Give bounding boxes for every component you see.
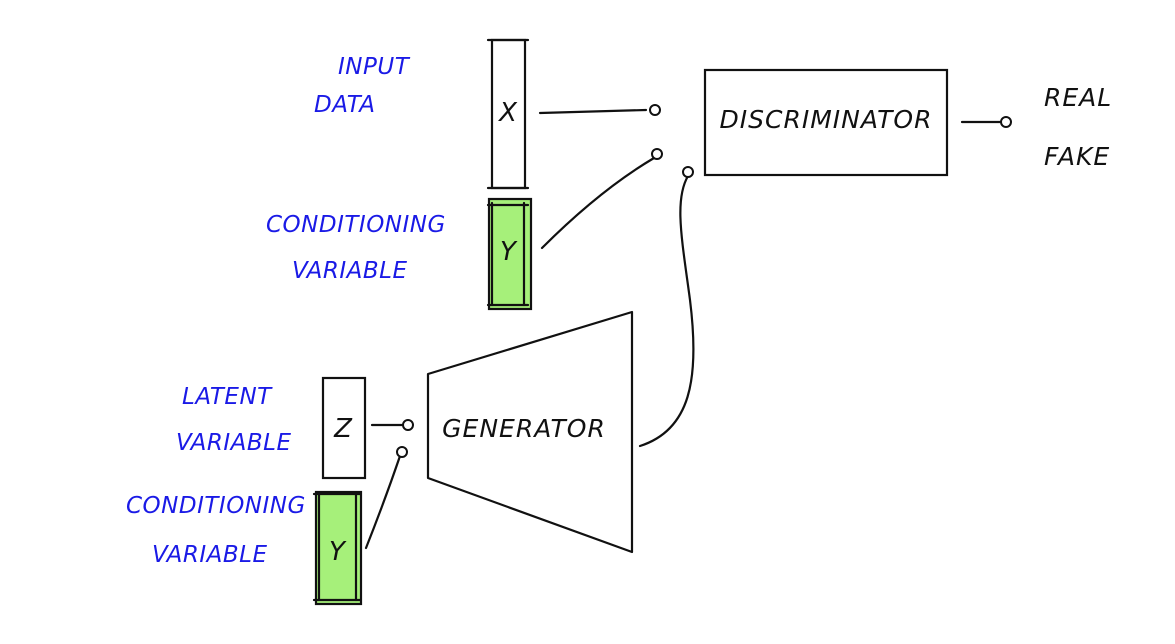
arrow-z-to-generator <box>370 419 414 431</box>
conditioning-variable-top-label-line1: CONDITIONING <box>266 212 446 238</box>
y-bottom-fill <box>314 490 363 606</box>
conditioning-variable-top-label-line2: VARIABLE <box>292 258 408 284</box>
z-symbol: Z <box>333 414 353 444</box>
output-real-label: REAL <box>1044 83 1112 112</box>
arrowhead-icon <box>682 166 694 178</box>
conditioning-variable-bottom-label-line2: VARIABLE <box>152 542 268 568</box>
arrow-x-to-discriminator <box>538 104 661 116</box>
x-input-box: X <box>486 38 530 190</box>
generator-label: GENERATOR <box>442 414 606 443</box>
latent-variable-label-line1: LATENT <box>182 384 273 410</box>
latent-variable-label-line2: VARIABLE <box>176 430 292 456</box>
y-top-symbol: Y <box>500 237 518 267</box>
conditioning-variable-bottom-label-line1: CONDITIONING <box>126 493 306 519</box>
arrowhead-icon <box>1000 116 1012 128</box>
arrowhead-icon <box>649 104 661 116</box>
y-bottom-symbol: Y <box>329 537 347 567</box>
arrow-discriminator-to-output <box>960 116 1012 128</box>
arrowhead-icon <box>651 148 663 160</box>
y-conditioning-box-bottom: Y <box>312 490 363 606</box>
discriminator-label: DISCRIMINATOR <box>720 105 933 134</box>
arrow-y-bottom-to-generator <box>364 446 408 550</box>
input-data-label-line2: DATA <box>314 92 375 118</box>
arrowhead-icon <box>402 419 414 431</box>
arrowhead-icon <box>396 446 408 458</box>
arrow-generator-to-discriminator <box>638 166 695 448</box>
arrow-y-top-to-discriminator <box>540 148 663 250</box>
z-latent-box: Z <box>321 376 367 480</box>
discriminator-box: DISCRIMINATOR <box>703 68 949 177</box>
input-data-label-line1: INPUT <box>338 54 411 80</box>
y-conditioning-box-top: Y <box>486 197 533 311</box>
generator-block: GENERATOR <box>426 310 634 554</box>
output-fake-label: FAKE <box>1044 142 1110 171</box>
x-symbol: X <box>497 98 518 128</box>
